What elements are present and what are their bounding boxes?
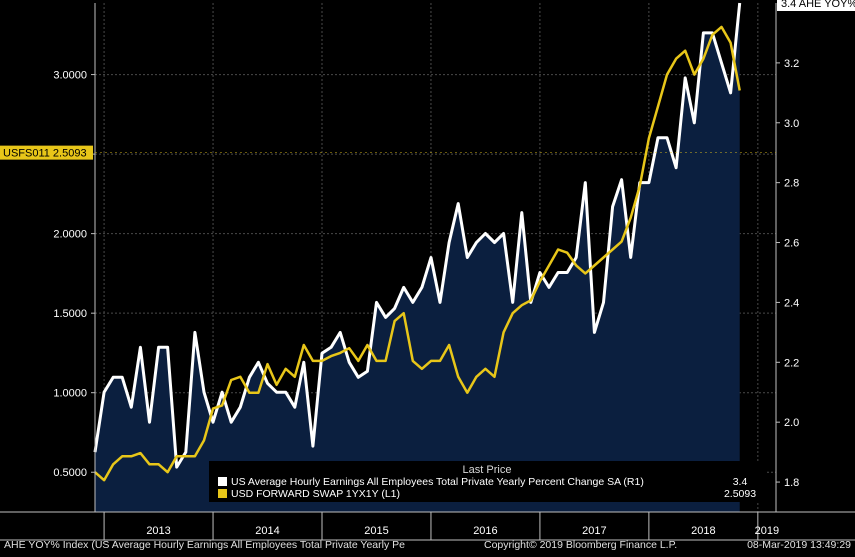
x-tick-label: 2013 — [146, 525, 170, 537]
right-tick-label: 2.8 — [784, 178, 799, 190]
x-tick-label: 2014 — [255, 525, 279, 537]
right-tick-label: 2.0 — [784, 417, 799, 429]
legend-label-earnings: US Average Hourly Earnings All Employees… — [231, 476, 644, 488]
left-last-value-label: USFS011 2.5093 — [3, 148, 87, 160]
label-layer: USFS011 2.5093 3.4 AHE YOY% — [0, 0, 855, 160]
left-last-value-tag — [0, 145, 93, 160]
right-tick-label: 3.0 — [784, 118, 799, 130]
x-tick-label: 2016 — [473, 525, 497, 537]
series-line-1 — [94, 25, 741, 482]
right-last-value-tag — [777, 0, 855, 11]
x-tick-label: 2015 — [364, 525, 388, 537]
footer-index-text: AHE YOY% Index (US Average Hourly Earnin… — [4, 539, 405, 551]
legend-box — [209, 461, 766, 502]
legend: Last Price US Average Hourly Earnings Al… — [209, 461, 766, 502]
right-tick-label: 3.2 — [784, 58, 799, 70]
left-tick-label: 1.5000 — [53, 308, 87, 320]
right-last-value-label: 3.4 AHE YOY% — [781, 0, 855, 10]
right-tick-label: 2.4 — [784, 297, 799, 309]
series-line-0 — [93, 2, 742, 469]
legend-swatch-swap — [218, 489, 227, 498]
x-tick-label: 2018 — [691, 525, 715, 537]
legend-value-swap: 2.5093 — [724, 488, 756, 500]
legend-title: Last Price — [463, 464, 512, 476]
x-tick-label: 2017 — [582, 525, 606, 537]
legend-value-earnings: 3.4 — [733, 476, 748, 488]
left-tick-label: 0.5000 — [53, 467, 87, 479]
x-tick-label: 2019 — [755, 525, 779, 537]
left-tick-label: 3.0000 — [53, 70, 87, 82]
right-tick-label: 1.8 — [784, 477, 799, 489]
left-tick-label: 2.0000 — [53, 229, 87, 241]
legend-label-swap: USD FORWARD SWAP 1YX1Y (L1) — [231, 488, 400, 500]
footer: AHE YOY% Index (US Average Hourly Earnin… — [4, 539, 851, 551]
series-layer — [93, 2, 742, 512]
legend-swatch-earnings — [218, 477, 227, 486]
left-tick-label: 1.0000 — [53, 388, 87, 400]
series-area-fill-0 — [95, 3, 740, 512]
footer-copyright: Copyright© 2019 Bloomberg Finance L.P. — [484, 539, 677, 551]
right-tick-label: 2.2 — [784, 357, 799, 369]
right-tick-label: 2.6 — [784, 238, 799, 250]
footer-timestamp: 08-Mar-2019 13:49:29 — [747, 539, 851, 551]
